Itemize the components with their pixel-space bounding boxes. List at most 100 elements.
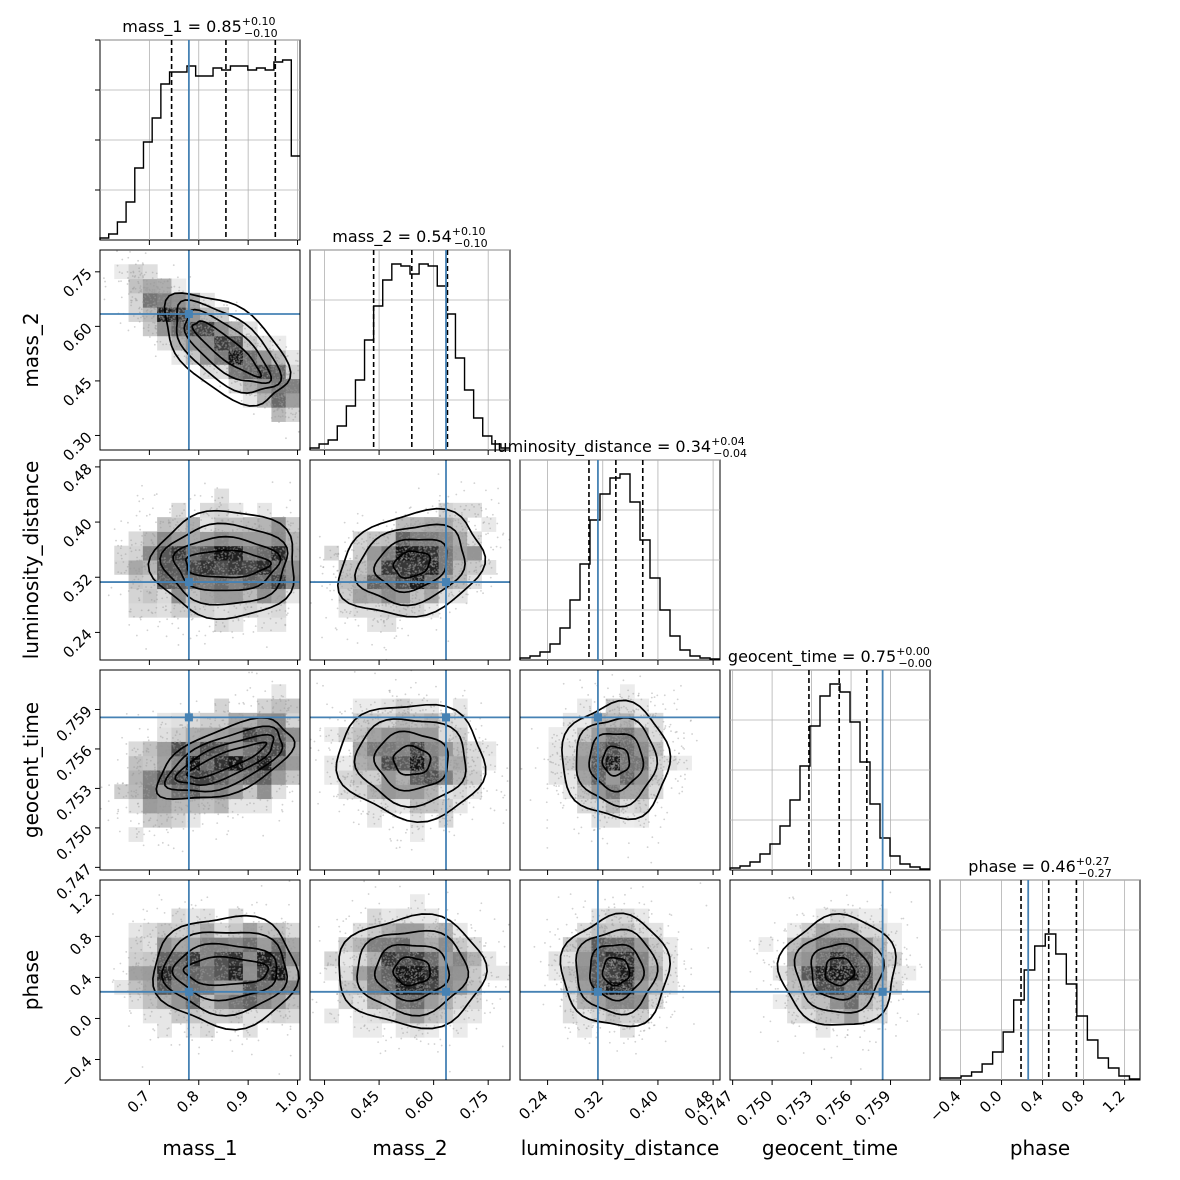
scatter-point bbox=[130, 544, 133, 546]
density-cell bbox=[142, 545, 158, 561]
scatter-point bbox=[163, 317, 165, 320]
scatter-point bbox=[153, 535, 156, 538]
scatter-point bbox=[436, 604, 439, 607]
density-cell bbox=[157, 812, 172, 828]
scatter-point bbox=[177, 301, 179, 304]
scatter-point bbox=[390, 598, 393, 601]
scatter-point bbox=[418, 606, 421, 609]
scatter-point bbox=[139, 285, 142, 287]
scatter-point bbox=[175, 571, 178, 574]
scatter-point bbox=[451, 576, 454, 579]
scatter-point bbox=[236, 528, 239, 531]
scatter-point bbox=[246, 364, 249, 367]
scatter-point bbox=[427, 586, 430, 589]
scatter-point bbox=[270, 544, 273, 547]
scatter-point bbox=[135, 299, 137, 302]
scatter-point bbox=[161, 597, 164, 600]
contour-line bbox=[336, 507, 487, 618]
density-cell bbox=[214, 488, 230, 504]
scatter-point bbox=[407, 572, 410, 575]
scatter-point bbox=[434, 556, 437, 559]
scatter-point bbox=[295, 586, 298, 589]
scatter-point bbox=[204, 562, 207, 565]
scatter-point bbox=[168, 291, 171, 294]
scatter-point bbox=[413, 565, 416, 567]
scatter-point bbox=[266, 374, 269, 377]
scatter-point bbox=[245, 334, 248, 336]
scatter-point bbox=[260, 360, 263, 363]
scatter-point bbox=[220, 519, 223, 522]
scatter-point bbox=[285, 365, 288, 368]
scatter-point bbox=[407, 543, 410, 546]
scatter-point bbox=[283, 393, 286, 396]
scatter-point bbox=[396, 544, 399, 547]
scatter-point bbox=[209, 330, 212, 333]
density-cell bbox=[481, 517, 497, 532]
scatter-point bbox=[239, 603, 242, 606]
scatter-point bbox=[209, 355, 211, 358]
scatter-point bbox=[244, 358, 247, 361]
scatter-point bbox=[169, 317, 171, 320]
scatter-point bbox=[202, 546, 205, 549]
scatter-point bbox=[281, 518, 283, 521]
scatter-panel-mass_1-geocent_time bbox=[95, 669, 301, 875]
scatter-point bbox=[457, 563, 460, 565]
scatter-point bbox=[449, 547, 452, 550]
scatter-point bbox=[210, 331, 213, 334]
scatter-point bbox=[283, 392, 286, 394]
scatter-point bbox=[382, 519, 385, 522]
scatter-point bbox=[442, 536, 445, 539]
scatter-point bbox=[438, 597, 440, 600]
scatter-point bbox=[259, 350, 262, 353]
scatter-point bbox=[393, 553, 396, 556]
scatter-point bbox=[406, 588, 409, 591]
scatter-point bbox=[280, 588, 283, 591]
scatter-point bbox=[216, 349, 219, 352]
scatter-point bbox=[195, 579, 198, 582]
scatter-point bbox=[219, 346, 222, 349]
scatter-point bbox=[412, 524, 414, 527]
scatter-point bbox=[375, 610, 378, 613]
scatter-point bbox=[254, 559, 257, 562]
scatter-point bbox=[268, 554, 271, 557]
scatter-point bbox=[382, 619, 385, 622]
scatter-point bbox=[211, 563, 214, 566]
scatter-point bbox=[424, 609, 426, 612]
scatter-point bbox=[146, 309, 149, 311]
scatter-point bbox=[140, 555, 143, 558]
scatter-point bbox=[138, 306, 141, 309]
scatter-point bbox=[209, 574, 212, 577]
scatter-point bbox=[214, 567, 216, 569]
scatter-point bbox=[356, 642, 359, 644]
scatter-point bbox=[181, 548, 184, 551]
scatter-point bbox=[435, 541, 438, 544]
scatter-point bbox=[347, 588, 349, 590]
scatter-point bbox=[236, 579, 239, 582]
scatter-point bbox=[408, 564, 411, 567]
scatter-point bbox=[401, 627, 403, 630]
scatter-point bbox=[158, 570, 161, 573]
scatter-point bbox=[392, 545, 395, 548]
scatter-point bbox=[229, 552, 232, 555]
density-cell bbox=[271, 588, 287, 604]
scatter-point bbox=[276, 356, 279, 359]
scatter-point bbox=[221, 496, 224, 499]
scatter-point bbox=[173, 355, 176, 358]
scatter-point bbox=[170, 546, 172, 548]
scatter-point bbox=[211, 353, 214, 356]
scatter-point bbox=[139, 287, 142, 289]
scatter-point bbox=[288, 562, 291, 565]
scatter-point bbox=[249, 361, 252, 363]
scatter-point bbox=[287, 573, 290, 576]
scatter-point bbox=[213, 594, 215, 597]
scatter-point bbox=[205, 565, 208, 568]
scatter-point bbox=[201, 569, 204, 572]
scatter-point bbox=[366, 574, 369, 576]
scatter-point bbox=[227, 369, 230, 371]
scatter-point bbox=[274, 356, 277, 358]
scatter-point bbox=[218, 567, 221, 570]
scatter-point bbox=[490, 498, 493, 501]
scatter-point bbox=[250, 375, 253, 378]
scatter-point bbox=[399, 542, 402, 544]
scatter-point bbox=[160, 573, 163, 576]
